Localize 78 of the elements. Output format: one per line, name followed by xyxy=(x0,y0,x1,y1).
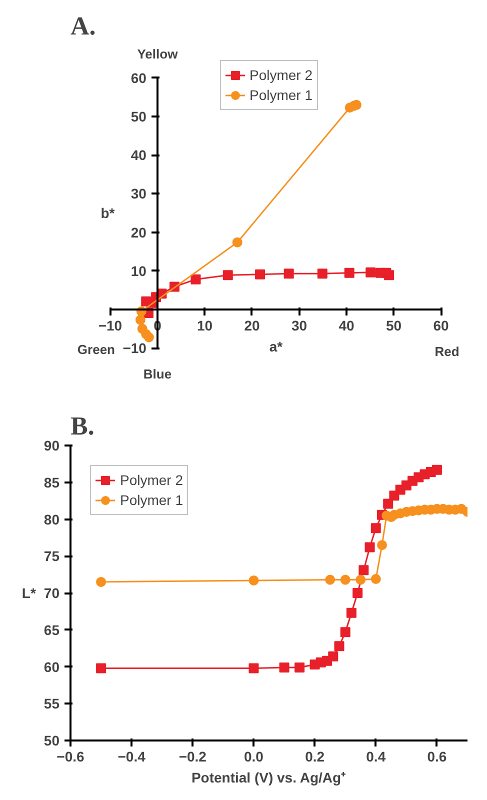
x-tick-label: −10 xyxy=(98,317,122,334)
point xyxy=(376,540,387,550)
y-tick-label: 60 xyxy=(130,70,147,86)
point xyxy=(325,574,336,585)
point xyxy=(344,102,355,113)
y-tick-label: 90 xyxy=(44,438,60,454)
point xyxy=(334,641,344,652)
x-tick-label: −0.2 xyxy=(178,748,207,764)
legend-label: Polymer 2 xyxy=(120,472,184,488)
point xyxy=(383,498,394,509)
point xyxy=(232,237,242,248)
x-tick-label: 0.0 xyxy=(244,748,264,764)
y-tick-label: 40 xyxy=(130,147,147,164)
y-tick-label: 75 xyxy=(44,548,60,564)
y-tick-label: 10 xyxy=(130,262,147,279)
y-tick-label: 55 xyxy=(44,696,60,712)
x-tick-label: −0.4 xyxy=(118,748,146,764)
point xyxy=(346,608,356,618)
point xyxy=(328,651,338,662)
y-tick-label: 80 xyxy=(44,511,60,528)
chart-title: B. xyxy=(70,412,94,440)
x-tick-label: 50 xyxy=(386,317,402,334)
point xyxy=(141,296,152,306)
point xyxy=(222,270,233,280)
point xyxy=(370,523,381,534)
x-tick-label: 0.2 xyxy=(305,748,325,764)
x-tick-label: 40 xyxy=(338,317,355,334)
x-tick-label: 60 xyxy=(433,317,450,334)
x-axis-title: a* xyxy=(269,338,284,354)
point xyxy=(358,565,369,576)
point xyxy=(340,574,350,585)
point xyxy=(352,588,363,598)
point xyxy=(96,576,106,587)
y-tick-label: 50 xyxy=(44,732,60,748)
y-tick-label: 30 xyxy=(130,186,147,202)
x-tick-label: 30 xyxy=(291,317,308,334)
point xyxy=(144,332,154,342)
point xyxy=(366,267,376,278)
point xyxy=(279,662,290,672)
annotation: Red xyxy=(434,344,460,359)
point xyxy=(370,574,381,584)
point xyxy=(432,464,442,475)
legend-label: Polymer 1 xyxy=(249,87,313,103)
y-axis-title: L* xyxy=(22,585,36,601)
x-tick-label: 10 xyxy=(196,317,213,334)
point xyxy=(96,663,106,674)
y-tick-label: −10 xyxy=(122,340,147,356)
chart-title: A. xyxy=(70,12,96,40)
y-tick-label: 65 xyxy=(44,622,60,638)
y-tick-label: 20 xyxy=(130,224,147,240)
point xyxy=(284,268,294,279)
y-axis-title: b* xyxy=(100,205,116,221)
x-tick-label: 20 xyxy=(244,317,260,334)
point xyxy=(255,269,266,280)
point xyxy=(190,274,201,284)
point xyxy=(340,627,350,638)
point xyxy=(317,268,328,279)
x-tick-label: −0.6 xyxy=(56,748,85,764)
legend-label: Polymer 2 xyxy=(249,67,313,83)
x-tick-label: 0.6 xyxy=(427,748,447,764)
x-tick-label: 0.4 xyxy=(366,748,386,764)
point xyxy=(376,268,386,278)
y-tick-label: 70 xyxy=(44,585,60,601)
y-tick-label: 85 xyxy=(44,474,60,490)
y-tick-label: 60 xyxy=(44,658,60,675)
point xyxy=(248,575,259,586)
point xyxy=(356,574,366,585)
legend-label: Polymer 1 xyxy=(120,492,184,508)
text: Yellow xyxy=(137,46,179,62)
point xyxy=(364,542,375,552)
point xyxy=(135,314,146,325)
point xyxy=(344,268,354,278)
point xyxy=(294,662,305,672)
y-tick-label: 50 xyxy=(130,108,147,125)
x-axis-title: Potential (V) vs. Ag/Ag⁺ xyxy=(191,770,346,786)
text: Blue xyxy=(143,366,172,382)
point xyxy=(248,663,259,674)
annotation: Green xyxy=(77,342,116,357)
